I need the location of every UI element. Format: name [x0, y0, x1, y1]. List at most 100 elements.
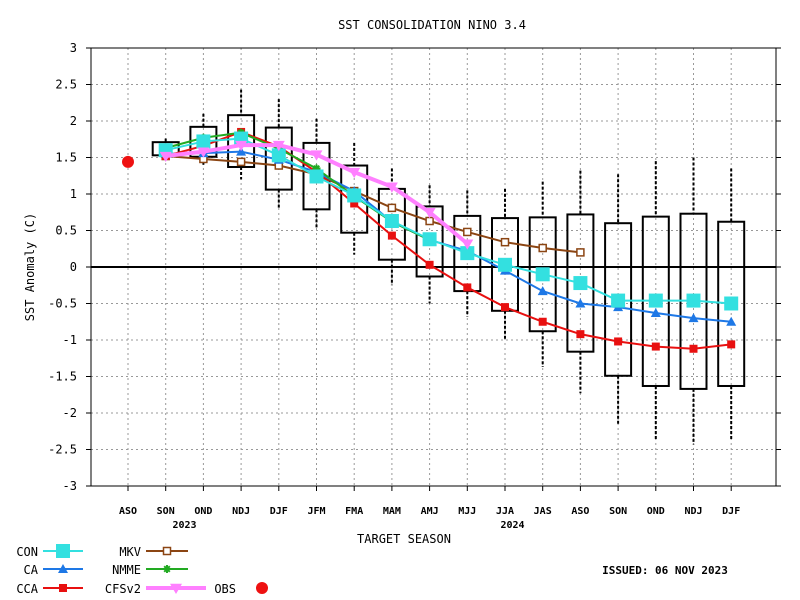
legend-label: CA [24, 563, 39, 577]
legend-item-cca: CCA [16, 582, 83, 596]
data-point [724, 296, 739, 311]
x-tick-label: SON [609, 506, 627, 517]
data-point [538, 243, 547, 253]
data-point [498, 257, 512, 272]
x-axis-label: TARGET SEASON [357, 532, 451, 546]
y-tick-label: -2.5 [48, 443, 77, 457]
x-tick-label: ASO [571, 506, 589, 517]
year-label: 2023 [173, 520, 197, 531]
ensemble-box [340, 164, 369, 234]
x-tick-label: JAS [534, 506, 552, 517]
y-tick-label: 1 [70, 187, 77, 201]
data-point [385, 182, 398, 193]
ensemble-box [604, 222, 633, 377]
data-point [538, 317, 547, 326]
data-point [425, 260, 434, 269]
data-point [196, 134, 211, 149]
legend: CON CA CCA MKV NMME CFSv2 OBS [16, 544, 268, 596]
ensemble-box [717, 220, 746, 387]
x-tick-label: MJJ [458, 506, 476, 517]
x-tick-label: FMA [345, 506, 363, 517]
series-con [158, 131, 739, 311]
y-axis-ticks: 3 2.5 2 1.5 1 0.5 0 -0.5 -1 -1.5 -2 -2.5 -3 [48, 41, 781, 493]
legend-item-nmme: NMME [112, 563, 188, 577]
data-point [58, 564, 68, 573]
data-point [350, 199, 359, 208]
data-point [686, 293, 701, 308]
data-point [689, 344, 698, 353]
data-point [122, 155, 134, 168]
data-point [461, 239, 474, 250]
y-tick-label: 2.5 [55, 78, 77, 92]
data-point [236, 157, 246, 167]
data-point [162, 546, 172, 556]
data-point [271, 148, 286, 163]
legend-label: CON [16, 545, 38, 559]
data-point [59, 584, 67, 592]
legend-label: CFSv2 [105, 582, 141, 596]
x-tick-label: ASO [119, 506, 137, 517]
issued-date: ISSUED: 06 NOV 2023 [602, 564, 728, 577]
grid [91, 48, 776, 486]
data-point [163, 565, 171, 573]
data-point [500, 237, 510, 247]
data-point [463, 283, 472, 292]
data-point [387, 203, 397, 213]
data-point [256, 582, 268, 594]
legend-item-con: CON [16, 544, 83, 559]
y-tick-label: 0.5 [55, 224, 77, 238]
data-point [727, 340, 736, 349]
ensemble-box [264, 126, 293, 191]
data-point [384, 214, 399, 229]
data-point [197, 147, 210, 158]
data-point [425, 216, 434, 226]
data-point [463, 227, 472, 237]
legend-item-mkv: MKV [119, 545, 188, 559]
data-point [651, 342, 660, 351]
data-point [310, 150, 323, 161]
data-point [537, 286, 548, 296]
data-point [576, 248, 585, 257]
ensemble-box [566, 213, 595, 353]
legend-item-cfsv2: CFSv2 [105, 582, 206, 596]
year-label: 2024 [500, 520, 524, 531]
data-point [501, 303, 509, 312]
y-axis-label: SST Anomaly (C) [23, 213, 37, 321]
series-line [165, 130, 732, 350]
asterisk-stroke [163, 565, 171, 573]
data-point [422, 232, 437, 247]
legend-label: OBS [214, 582, 236, 596]
data-point [648, 293, 663, 308]
ensemble-box [227, 114, 256, 168]
data-point [573, 276, 588, 291]
y-tick-label: 3 [70, 41, 77, 55]
data-point [170, 583, 182, 594]
x-tick-label: JFM [307, 506, 325, 517]
data-point [235, 140, 248, 152]
data-point [688, 313, 699, 323]
series-cfsv2 [159, 140, 474, 250]
chart-title: SST CONSOLIDATION NINO 3.4 [338, 18, 526, 32]
data-point [348, 167, 361, 179]
series-obs [122, 155, 134, 168]
x-tick-label: OND [194, 506, 212, 517]
data-point [309, 169, 324, 184]
x-tick-label: DJF [270, 506, 288, 517]
data-point [347, 188, 362, 203]
ensemble-box [302, 141, 331, 211]
x-tick-label: DJF [722, 506, 740, 517]
data-point [576, 330, 585, 339]
data-point [423, 208, 436, 219]
data-point [272, 140, 285, 152]
data-point [575, 298, 586, 308]
series-lines [122, 127, 739, 353]
data-point [236, 146, 247, 156]
ensemble-box [415, 205, 444, 278]
y-tick-label: -1.5 [48, 370, 77, 384]
data-point [387, 231, 396, 240]
x-tick-label: OND [647, 506, 665, 517]
data-point [535, 267, 550, 282]
series-line [165, 150, 732, 323]
data-point [650, 307, 661, 317]
